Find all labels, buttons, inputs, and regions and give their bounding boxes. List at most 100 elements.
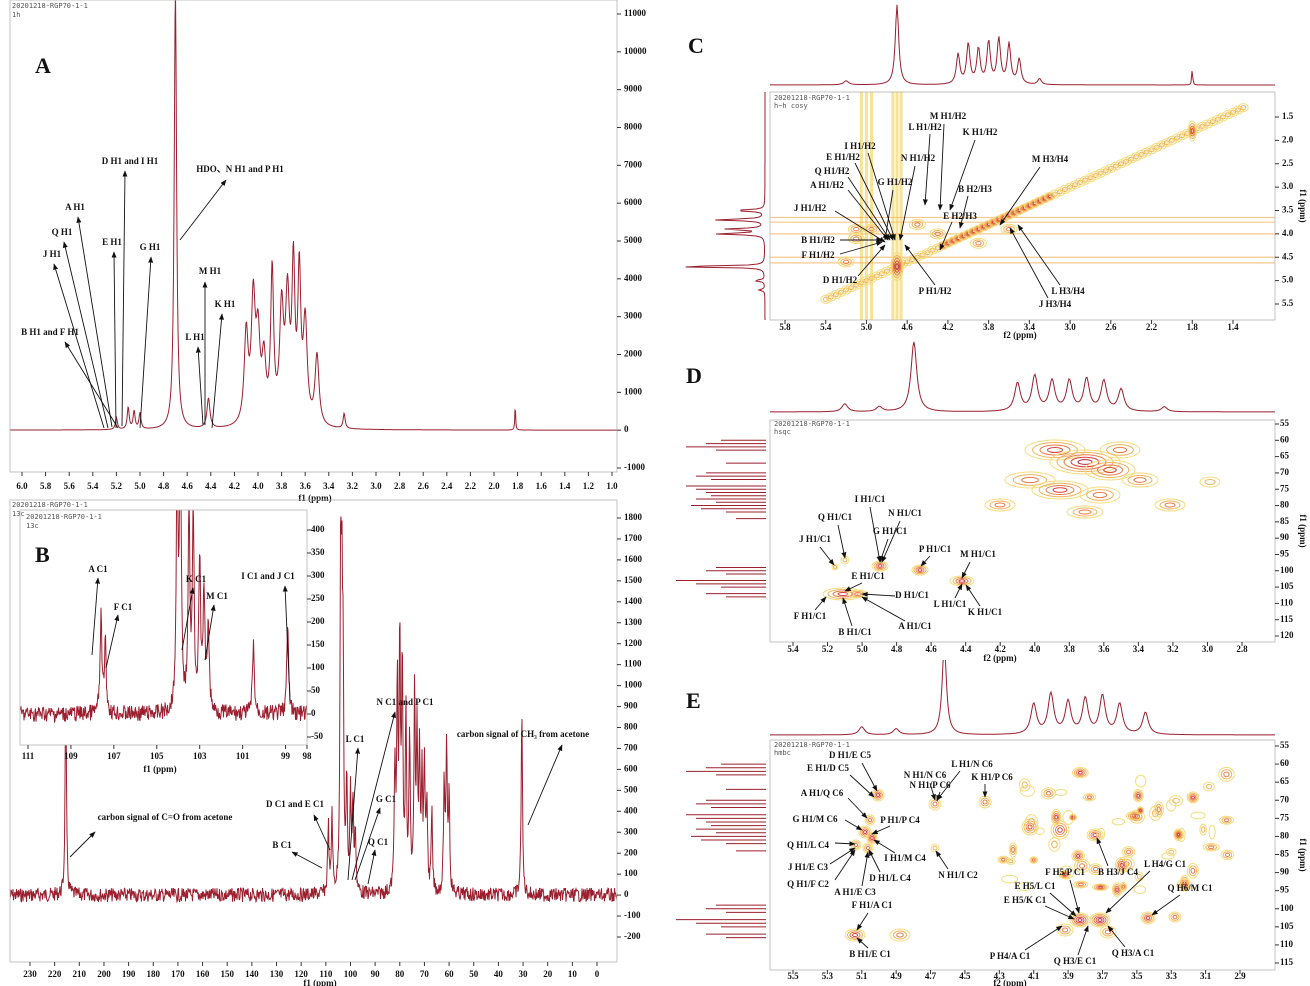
x-tick-label: 80 bbox=[395, 969, 405, 979]
annotation-label: J H3/H4 bbox=[1039, 299, 1072, 309]
spectrum-header: 13c bbox=[12, 510, 25, 518]
y-tick-label: 300 bbox=[624, 826, 638, 836]
contour bbox=[1121, 884, 1125, 889]
annotation-label: B H1/E C1 bbox=[849, 949, 891, 959]
y-tick-label: 80 bbox=[1280, 500, 1290, 510]
annotation-arrow bbox=[1151, 894, 1181, 916]
contour bbox=[1165, 847, 1177, 857]
contour bbox=[1205, 844, 1217, 851]
x-tick-label: 105 bbox=[150, 751, 164, 761]
x-tick-label: 2.6 bbox=[1105, 322, 1117, 332]
y-tick-label: 9000 bbox=[624, 84, 643, 94]
annotation-label: L H4/G C1 bbox=[1144, 859, 1187, 869]
contour bbox=[1088, 863, 1103, 876]
contour bbox=[1174, 830, 1183, 840]
contour bbox=[889, 928, 911, 942]
annotation-label: E H2/H3 bbox=[943, 211, 977, 221]
contour bbox=[1076, 861, 1088, 871]
x-axis-label: f2 (ppm) bbox=[993, 978, 1026, 986]
contour bbox=[1154, 498, 1186, 512]
annotation-label: I H1/M C4 bbox=[884, 853, 926, 863]
clip-group bbox=[20, 510, 307, 724]
contour bbox=[1208, 845, 1215, 850]
y-tick-label: 105 bbox=[1280, 581, 1294, 591]
x-tick-label: 2.2 bbox=[1146, 322, 1158, 332]
contour bbox=[867, 817, 873, 823]
annotation-arrow bbox=[879, 538, 889, 563]
contour bbox=[1188, 865, 1198, 877]
x-tick-label: 4.5 bbox=[959, 971, 971, 981]
annotation-label: G H1/M C6 bbox=[793, 814, 838, 824]
annotation-arrow bbox=[179, 179, 227, 241]
annotation-label: M H1/C1 bbox=[960, 549, 996, 559]
spectrum-header: 20201218-RGP70-1-1 bbox=[12, 501, 88, 509]
x-tick-label: 120 bbox=[294, 969, 308, 979]
annotation-label: Q H1 bbox=[52, 227, 73, 237]
clip-group bbox=[770, 341, 1275, 413]
annotation-arrow bbox=[351, 711, 397, 881]
y-tick-label: 8000 bbox=[624, 122, 643, 132]
contour bbox=[1054, 788, 1068, 796]
contour bbox=[1082, 793, 1096, 802]
contour bbox=[1187, 120, 1197, 142]
x-tick-label: 2.8 bbox=[1236, 644, 1248, 654]
x-tick-label: 0 bbox=[595, 969, 600, 979]
y-tick-label: 75 bbox=[1280, 483, 1290, 493]
y-tick-label: 5.5 bbox=[1282, 298, 1294, 308]
annotation-arrow bbox=[871, 825, 891, 835]
clip-group bbox=[822, 439, 1221, 601]
annotation-label: carbon signal of C=O from acetone bbox=[98, 812, 233, 822]
annotation-arrow bbox=[920, 555, 931, 567]
y-tick-label: 1300 bbox=[624, 617, 643, 627]
x-tick-label: 111 bbox=[22, 751, 35, 761]
annotation-arrow bbox=[837, 524, 847, 559]
contour bbox=[958, 579, 966, 583]
contour bbox=[1220, 769, 1233, 780]
x-tick-label: 1.4 bbox=[1227, 322, 1239, 332]
annotation-label: A C1 bbox=[88, 564, 108, 574]
annotation-label: M H1/H2 bbox=[930, 111, 967, 121]
annotation-label: J H1 bbox=[43, 249, 62, 259]
spectrum-trace bbox=[20, 510, 307, 724]
y-tick-label: 100 bbox=[1280, 903, 1294, 913]
y-tick-label: 1000 bbox=[624, 680, 643, 690]
y-tick-label: 1.5 bbox=[1282, 111, 1294, 121]
annotation-arrow bbox=[936, 791, 942, 802]
contour bbox=[1133, 814, 1140, 820]
annotation-arrow bbox=[1049, 892, 1077, 917]
contour bbox=[1224, 852, 1231, 857]
annotation-arrow bbox=[842, 597, 853, 627]
annotation-label: I C1 and J C1 bbox=[241, 571, 295, 581]
contour bbox=[1058, 865, 1075, 880]
annotation-label: L H1/N C6 bbox=[951, 759, 993, 769]
x-tick-label: 3.3 bbox=[1166, 971, 1178, 981]
y-tick-label: 110 bbox=[1280, 597, 1294, 607]
contour bbox=[1132, 788, 1144, 803]
spectrum-header: 20201218-RGP70-1-1 bbox=[774, 420, 850, 428]
y-tick-label: 1400 bbox=[624, 596, 643, 606]
contour bbox=[896, 932, 904, 938]
spectrum-trace bbox=[770, 4, 1275, 86]
contour bbox=[1123, 847, 1134, 856]
annotation-arrow bbox=[834, 210, 886, 243]
y-tick-label: 350 bbox=[311, 547, 325, 557]
clip-group bbox=[10, 516, 617, 904]
x-tick-label: 30 bbox=[519, 969, 529, 979]
annotation-label: M H3/H4 bbox=[1032, 154, 1069, 164]
x-tick-label: 101 bbox=[236, 751, 250, 761]
contour bbox=[1137, 807, 1144, 814]
annotation-label: E H1 bbox=[102, 237, 122, 247]
annotation-arrow bbox=[181, 587, 195, 651]
y-tick-label: -1000 bbox=[624, 462, 645, 472]
contour bbox=[969, 237, 987, 249]
y-tick-label: 55 bbox=[1280, 418, 1290, 428]
contour bbox=[1111, 818, 1126, 826]
x-tick-label: 2.9 bbox=[1234, 971, 1246, 981]
x-tick-label: 5.2 bbox=[111, 481, 123, 491]
contour bbox=[1052, 810, 1061, 824]
contour bbox=[1050, 808, 1062, 826]
contour bbox=[853, 227, 860, 232]
annotation-label: B H2/H3 bbox=[958, 184, 992, 194]
annotation-label: F H5/P C1 bbox=[1045, 867, 1085, 877]
